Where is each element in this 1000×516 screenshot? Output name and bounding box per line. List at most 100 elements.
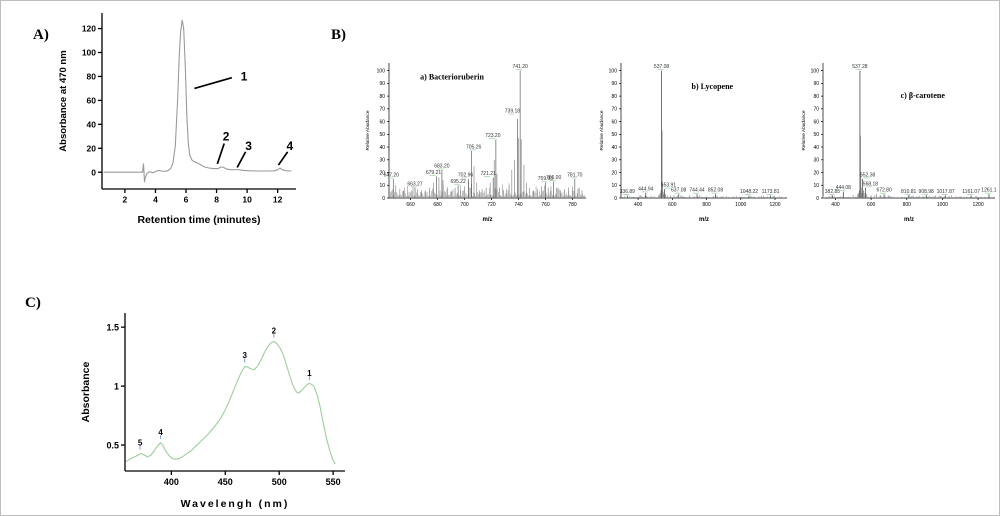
axes: 0.5 1 1.5 400 450 500 550 Wavelengh (nm) Absorba… — [80, 313, 345, 510]
mz-peak-label: 739.18 — [505, 109, 521, 115]
y-axis-label: Relative Abudance — [599, 110, 605, 150]
mz-peak-label: 721.21 — [481, 171, 497, 177]
svg-text:760: 760 — [541, 202, 550, 208]
svg-text:50: 50 — [611, 132, 617, 138]
peak-number-label: 2 — [223, 130, 230, 144]
svg-text:90: 90 — [813, 81, 819, 87]
svg-text:60: 60 — [813, 119, 819, 125]
noise-bars — [822, 194, 995, 198]
svg-text:100: 100 — [609, 68, 618, 74]
mz-peak-label: 336.89 — [620, 189, 636, 195]
peak-number-label: 2 — [272, 326, 277, 335]
svg-text:800: 800 — [903, 202, 912, 208]
svg-text:70: 70 — [813, 107, 819, 113]
svg-text:4: 4 — [153, 195, 158, 205]
ms-lycopene-chart: 0 10 20 30 40 50 60 70 80 90 100 400 600 800 1000 1200 m… — [599, 63, 787, 223]
peak-number-label: 5 — [138, 439, 143, 448]
svg-text:500: 500 — [272, 477, 287, 487]
peak-leader-line — [216, 143, 226, 165]
svg-text:20: 20 — [813, 170, 819, 176]
mz-peak-label: 759.93 — [538, 176, 554, 182]
svg-text:30: 30 — [813, 158, 819, 164]
minor-peak-bars — [395, 138, 583, 198]
series-line — [103, 19, 292, 183]
svg-text:8: 8 — [214, 195, 219, 205]
x-axis-label: Retention time (minutes) — [137, 214, 260, 226]
svg-text:30: 30 — [379, 158, 385, 164]
svg-text:0: 0 — [382, 196, 385, 202]
mz-peak-label: 852.08 — [708, 188, 724, 194]
svg-text:450: 450 — [218, 477, 233, 487]
peak-number-label: 4 — [287, 139, 294, 153]
svg-text:20: 20 — [611, 170, 617, 176]
svg-text:1.5: 1.5 — [106, 322, 119, 332]
svg-text:100: 100 — [377, 68, 386, 74]
svg-text:700: 700 — [460, 202, 469, 208]
mz-peak-label: 553.91 — [661, 183, 677, 189]
mz-peak-label: 647.20 — [384, 172, 400, 178]
svg-text:20: 20 — [87, 143, 97, 153]
mz-peak-label: 679.21 — [426, 170, 442, 176]
mz-peak-label: 744.44 — [689, 188, 705, 194]
svg-text:740: 740 — [514, 202, 523, 208]
peak-leader-line — [236, 151, 247, 168]
svg-text:10: 10 — [611, 183, 617, 189]
mz-peak-label: 568.18 — [863, 181, 879, 187]
peak-number-label: 3 — [245, 139, 252, 153]
y-axis-label: Absorbance — [80, 362, 92, 423]
svg-text:40: 40 — [87, 119, 97, 129]
y-axis-label: Relative Abudance — [801, 110, 807, 150]
svg-text:1200: 1200 — [769, 202, 780, 208]
svg-text:100: 100 — [82, 48, 96, 58]
svg-text:20: 20 — [379, 170, 385, 176]
svg-text:0.5: 0.5 — [106, 440, 119, 450]
svg-text:680: 680 — [433, 202, 442, 208]
svg-text:80: 80 — [87, 72, 97, 82]
svg-text:40: 40 — [379, 145, 385, 151]
svg-text:400: 400 — [164, 477, 179, 487]
axes: 0 10 20 30 40 50 60 70 80 90 100 660 680 700 720 740 760… — [365, 63, 586, 223]
svg-text:780: 780 — [568, 202, 577, 208]
svg-text:10: 10 — [379, 183, 385, 189]
peak-number-label: 1 — [241, 70, 248, 84]
y-axis-label: Absorbance at 470 nm — [58, 50, 69, 151]
svg-text:0: 0 — [614, 196, 617, 202]
peak-number-label: 4 — [158, 428, 163, 437]
mz-peak-label: 1173.81 — [762, 189, 780, 195]
spectrum-title: b) Lycopene — [692, 82, 734, 91]
svg-text:12: 12 — [273, 195, 283, 205]
y-axis-label: Relative Abudance — [365, 110, 371, 150]
svg-text:2: 2 — [123, 195, 128, 205]
mz-peak-label: 1161.07 — [962, 189, 980, 195]
mz-peak-label: 705.26 — [466, 144, 482, 150]
svg-text:80: 80 — [611, 94, 617, 100]
svg-text:90: 90 — [611, 81, 617, 87]
mz-peak-label: 1017.87 — [937, 189, 955, 195]
x-axis-label: m/z — [699, 217, 709, 223]
svg-text:120: 120 — [82, 24, 96, 34]
peak-annotations: 1 2 3 4 — [194, 70, 294, 168]
svg-text:10: 10 — [813, 183, 819, 189]
mz-peak-label: 444.94 — [638, 186, 654, 192]
mz-peak-label: 444.08 — [836, 185, 852, 191]
mz-peak-label: 1048.22 — [740, 189, 758, 195]
spectrum-title: c) β-carotene — [901, 91, 946, 100]
svg-text:0: 0 — [816, 196, 819, 202]
svg-text:660: 660 — [406, 202, 415, 208]
mz-peak-label: 766.00 — [546, 175, 562, 181]
mz-peak-label: 637.08 — [671, 188, 687, 194]
ms-beta-carotene-chart: 0 10 20 30 40 50 60 70 80 90 100 400 600 800 1000 1200 m… — [801, 63, 997, 223]
svg-text:0: 0 — [91, 167, 96, 177]
svg-text:60: 60 — [379, 119, 385, 125]
x-axis-label: m/z — [904, 217, 914, 223]
peak-annotations: 1 2 3 4 5 — [138, 326, 312, 450]
mz-peak-label: 1261.1 — [981, 188, 997, 194]
svg-text:10: 10 — [242, 195, 252, 205]
mz-peak-label: 537.08 — [654, 64, 670, 70]
mz-peak-label: 908.98 — [919, 189, 935, 195]
svg-text:720: 720 — [487, 202, 496, 208]
